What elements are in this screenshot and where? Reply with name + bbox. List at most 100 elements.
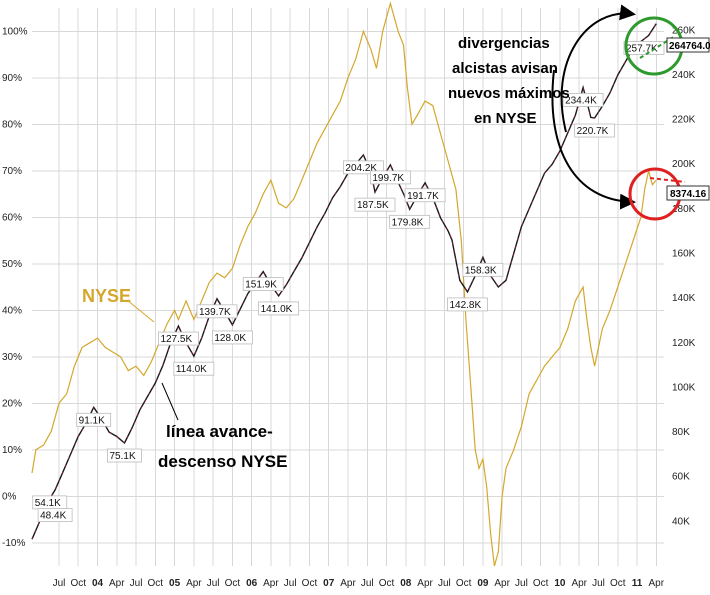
value-label: 114.0K <box>173 361 215 376</box>
value-label: 54.1K <box>32 495 68 510</box>
value-label: 187.5K <box>354 197 396 212</box>
value-label-box <box>196 304 238 319</box>
value-label-box <box>211 330 253 345</box>
x-tick-label: 11 <box>632 578 643 589</box>
x-tick-label: 05 <box>169 578 181 589</box>
value-label-box <box>107 448 142 463</box>
right-tick-label: 160K <box>672 249 696 260</box>
x-tick-label: Oct <box>610 578 626 589</box>
value-label: 128.0K <box>211 330 253 345</box>
x-tick-label: Oct <box>533 578 549 589</box>
x-tick-label: Apr <box>109 578 125 589</box>
value-label-box <box>462 262 504 277</box>
x-tick-label: Apr <box>340 578 356 589</box>
value-label-box <box>76 412 112 427</box>
right-axis: 40K 60K 80K 100K 120K 140K 160K 180K 200K 220K 240… <box>672 25 696 527</box>
x-tick-label: Oct <box>225 578 241 589</box>
last-value-nyse: 8374.16 <box>670 189 707 200</box>
value-label-text: 114.0K <box>176 364 207 375</box>
x-tick-label: Apr <box>494 578 510 589</box>
value-label-text: 220.7K <box>577 126 609 137</box>
value-label-text: 204.2K <box>345 163 377 174</box>
left-axis: -10% 0% 10% 20% 30% 40% 50% 60% 70% 80% 90% 100% <box>2 26 28 549</box>
value-label: 141.0K <box>258 301 300 316</box>
left-tick-label: 20% <box>2 398 22 409</box>
value-label-text: 127.5K <box>160 334 192 345</box>
x-tick-label: Jul <box>207 578 220 589</box>
x-tick-label: Apr <box>186 578 202 589</box>
value-label-text: 199.7K <box>372 173 404 184</box>
right-tick-label: 40K <box>672 516 690 527</box>
value-label-text: 128.0K <box>214 333 246 344</box>
right-tick-label: 260K <box>672 25 696 36</box>
value-label-text: 158.3K <box>465 265 497 276</box>
x-tick-label: Jul <box>284 578 297 589</box>
x-tick-label: 06 <box>246 578 258 589</box>
x-tick-label: Apr <box>263 578 279 589</box>
x-tick-label: Jul <box>515 578 528 589</box>
value-label: 220.7K <box>574 123 616 138</box>
value-label-text: 142.8K <box>449 300 481 311</box>
x-tick-label: Oct <box>148 578 164 589</box>
left-tick-label: 0% <box>2 491 17 502</box>
value-label-box <box>404 188 446 203</box>
divergence-note-line4: en NYSE <box>474 110 537 127</box>
right-tick-label: 60K <box>672 472 690 483</box>
value-label-text: 179.8K <box>392 217 424 228</box>
x-tick-label: Apr <box>571 578 587 589</box>
value-label-box <box>623 41 665 55</box>
x-tick-label: 04 <box>92 578 104 589</box>
right-tick-label: 120K <box>672 338 696 349</box>
x-axis: Jul Oct 04 Apr Jul Oct 05 Apr Jul Oct 06 Apr Jul Oct 0… <box>53 578 665 589</box>
value-label-box <box>369 170 411 185</box>
value-label: 48.4K <box>37 508 73 523</box>
value-label-box <box>354 197 396 212</box>
right-tick-label: 200K <box>672 159 696 170</box>
x-tick-label: Oct <box>379 578 395 589</box>
value-label: 151.9K <box>242 277 284 291</box>
value-label-text: 257.7K <box>626 43 658 54</box>
x-tick-label: Jul <box>361 578 374 589</box>
divergence-note-line3: nuevos máximos <box>448 85 570 102</box>
value-label-box <box>562 93 604 107</box>
value-label: 142.8K <box>447 297 488 312</box>
nyse-label-pointer <box>126 299 155 323</box>
left-tick-label: 50% <box>2 259 22 270</box>
x-tick-label: Oct <box>456 578 472 589</box>
x-tick-label: Jul <box>130 578 143 589</box>
value-label-text: 54.1K <box>35 498 61 509</box>
right-tick-label: 180K <box>672 204 696 215</box>
value-label: 191.7K <box>404 188 446 203</box>
x-tick-label: Jul <box>592 578 605 589</box>
left-tick-label: 70% <box>2 166 22 177</box>
x-tick-label: Oct <box>302 578 318 589</box>
divergence-note-line2: alcistas avisan <box>452 60 558 77</box>
value-label-box <box>447 297 488 312</box>
value-label-box <box>37 508 73 523</box>
x-tick-label: 08 <box>400 578 412 589</box>
left-tick-label: 100% <box>2 26 28 37</box>
x-tick-label: Jul <box>438 578 451 589</box>
ad-line-label-line1: línea avance- <box>166 422 273 441</box>
value-label: 75.1K <box>107 448 142 463</box>
value-label-text: 141.0K <box>261 304 293 315</box>
value-label-text: 187.5K <box>357 200 389 211</box>
x-tick-label: Apr <box>417 578 433 589</box>
value-label: 234.4K <box>562 93 604 107</box>
right-tick-label: 140K <box>672 293 696 304</box>
annotation-layer: NYSE línea avance- descenso NYSE diverge… <box>82 4 710 471</box>
left-tick-label: 40% <box>2 305 22 316</box>
value-label-text: 139.7K <box>199 307 231 318</box>
left-tick-label: 80% <box>2 119 22 130</box>
x-tick-label: Jul <box>53 578 66 589</box>
right-tick-label: 240K <box>672 70 696 81</box>
x-tick-label: 09 <box>477 578 489 589</box>
value-label-text: 234.4K <box>565 95 597 106</box>
value-label-box <box>242 277 284 291</box>
value-label-box <box>173 361 215 376</box>
value-label: 139.7K <box>196 304 238 319</box>
value-label: 179.8K <box>389 214 431 229</box>
x-tick-label: Apr <box>649 578 665 589</box>
